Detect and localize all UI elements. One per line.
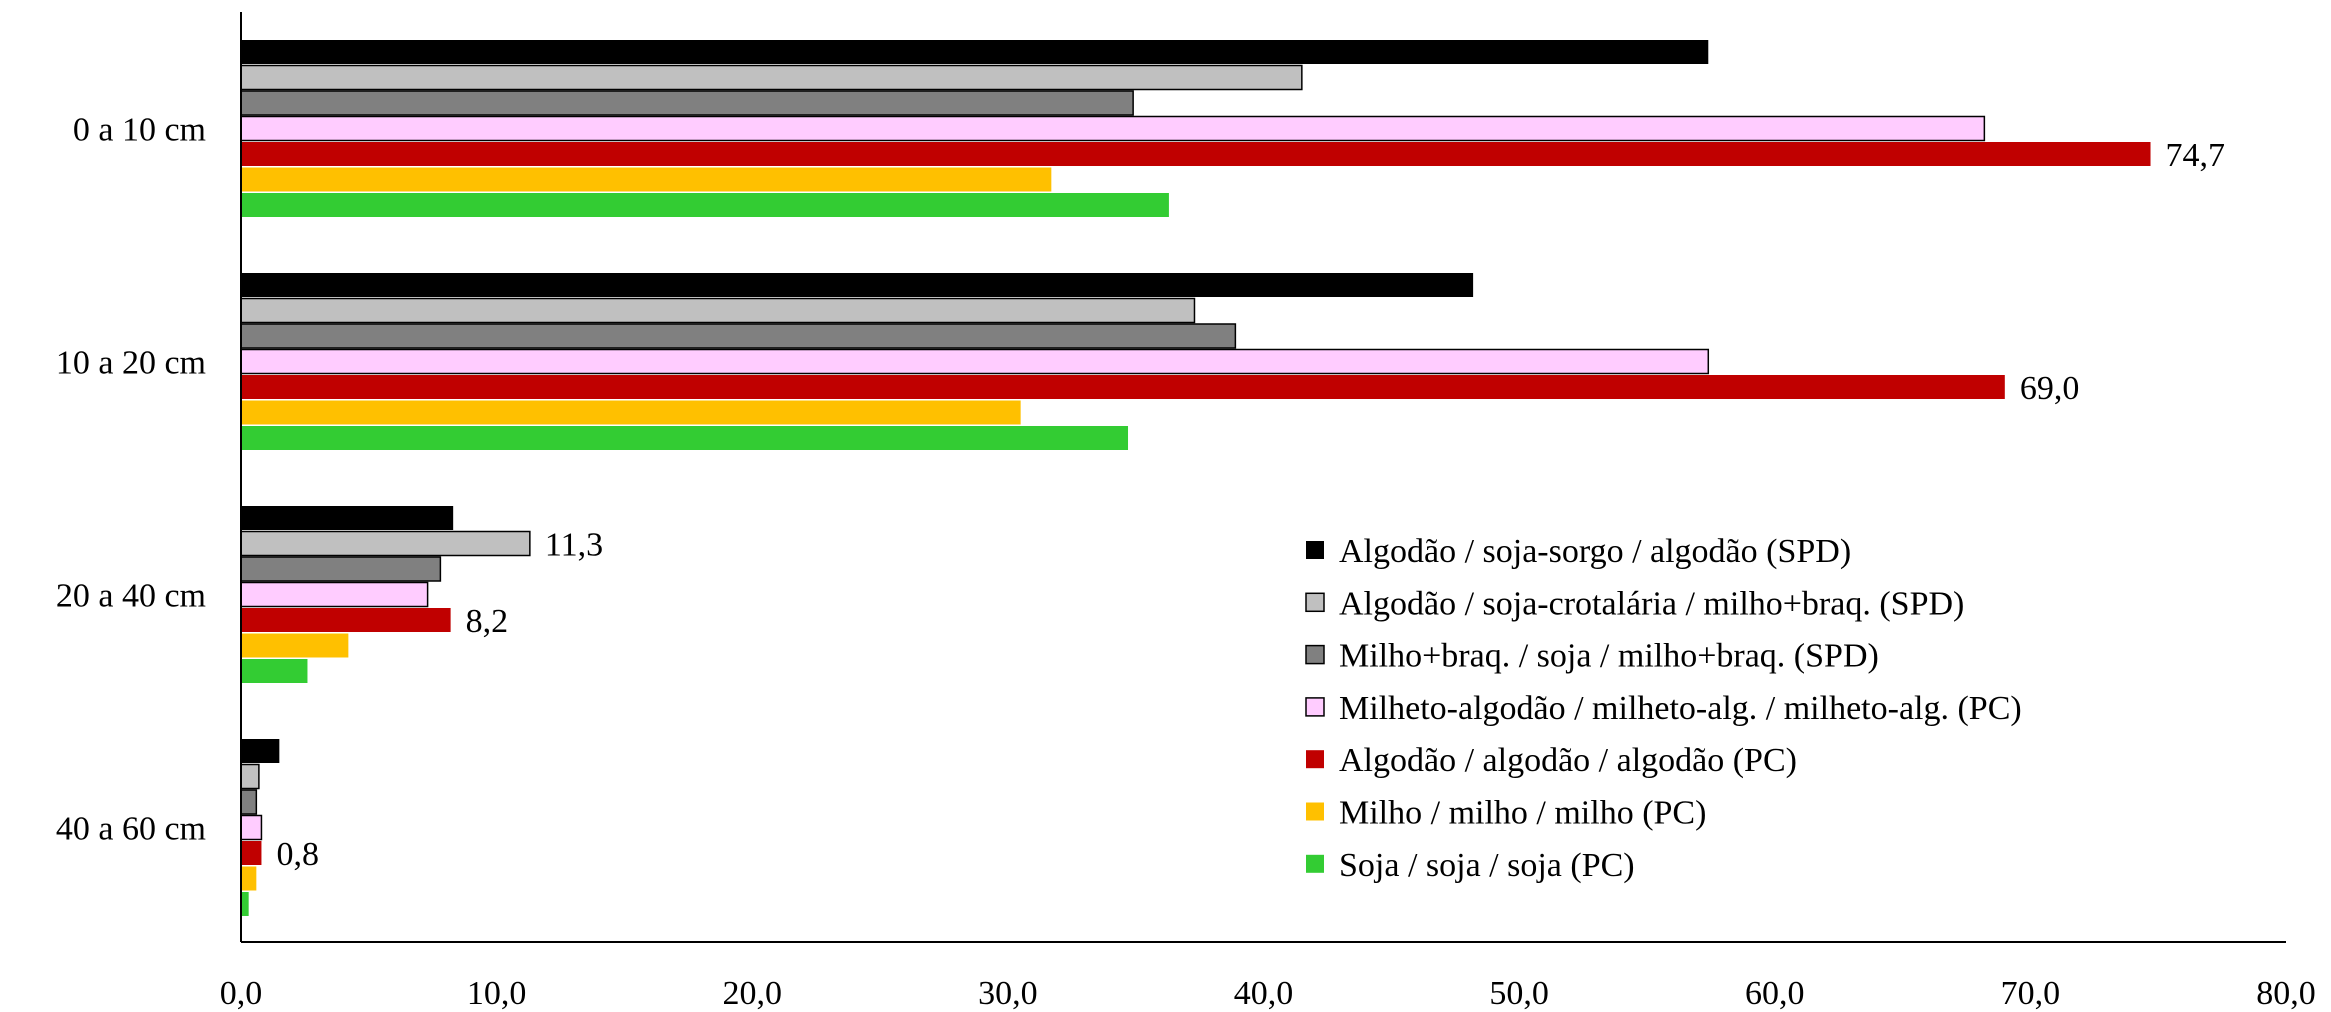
bar-20-a-40-cm-series-7	[241, 659, 308, 683]
legend-swatch-5	[1306, 750, 1324, 769]
category-label-0-a-10-cm: 0 a 10 cm	[73, 111, 206, 148]
data-label-4: 0,8	[276, 836, 319, 873]
bar-40-a-60-cm-series-3	[240, 789, 258, 815]
bar-40-a-60-cm-series-1	[241, 739, 280, 763]
bar-0-a-10-cm-series-5	[241, 142, 2151, 166]
data-label-1: 69,0	[2020, 370, 2080, 407]
category-label-40-a-60-cm: 40 a 60 cm	[56, 810, 206, 847]
legend-label-7: Soja / soja / soja (PC)	[1339, 847, 1635, 884]
bar-40-a-60-cm-series-5	[241, 841, 262, 865]
bar-10-a-20-cm-series-2	[240, 297, 1196, 324]
bar-10-a-20-cm-series-4	[240, 348, 1710, 375]
x-tick-label-7: 70,0	[2001, 975, 2061, 1012]
x-axis-ticks: 0,0 10,0 20,0 30,0 40,0 50,0 60,0 70,0 80,0	[220, 975, 2316, 1012]
x-tick-label-3: 30,0	[978, 975, 1038, 1012]
legend-label-4: Milheto-algodão / milheto-alg. / milheto…	[1339, 690, 2022, 727]
bar-10-a-20-cm-series-1	[241, 273, 1474, 297]
bar-40-a-60-cm-series-6	[241, 866, 257, 891]
bar-0-a-10-cm-series-6	[241, 167, 1052, 192]
bar-20-a-40-cm-series-1	[241, 506, 454, 530]
legend-label-6: Milho / milho / milho (PC)	[1339, 795, 1706, 832]
bar-40-a-60-cm-series-7	[241, 892, 249, 916]
legend-swatch-6	[1306, 802, 1324, 821]
x-tick-label-2: 20,0	[723, 975, 783, 1012]
bar-0-a-10-cm-series-1	[241, 40, 1709, 64]
bar-10-a-20-cm-series-5	[241, 375, 2005, 399]
x-tick-label-5: 50,0	[1489, 975, 1549, 1012]
category-label-20-a-40-cm: 20 a 40 cm	[56, 577, 206, 614]
data-label-2: 11,3	[545, 527, 603, 564]
data-label-3: 8,2	[466, 603, 509, 640]
bars-layer	[240, 40, 2151, 916]
bar-40-a-60-cm-series-4	[240, 814, 263, 841]
legend-swatch-1	[1306, 541, 1324, 559]
legend-swatch-2	[1305, 592, 1325, 613]
bar-20-a-40-cm-series-2	[240, 530, 531, 557]
legend-label-3: Milho+braq. / soja / milho+braq. (SPD)	[1339, 638, 1879, 675]
x-tick-label-4: 40,0	[1234, 975, 1294, 1012]
legend-label-5: Algodão / algodão / algodão (PC)	[1339, 742, 1797, 779]
bar-20-a-40-cm-series-3	[240, 556, 442, 582]
data-labels: 74,7 69,0 11,3 8,2 0,8	[276, 137, 2225, 873]
bar-20-a-40-cm-series-5	[241, 608, 451, 632]
category-labels: 0 a 10 cm 10 a 20 cm 20 a 40 cm 40 a 60 cm	[56, 111, 206, 847]
data-label-0: 74,7	[2166, 137, 2226, 174]
bar-0-a-10-cm-series-7	[241, 193, 1169, 217]
legend-swatch-3	[1305, 644, 1325, 665]
bar-40-a-60-cm-series-2	[240, 763, 260, 790]
legend-swatch-4	[1305, 697, 1325, 717]
x-tick-label-8: 80,0	[2256, 975, 2316, 1012]
bar-10-a-20-cm-series-7	[241, 426, 1129, 450]
bar-0-a-10-cm-series-2	[240, 64, 1303, 91]
legend: Algodão / soja-sorgo / algodão (SPD) Algo…	[1305, 533, 2022, 884]
bar-20-a-40-cm-series-4	[240, 581, 429, 608]
bar-10-a-20-cm-series-6	[241, 400, 1021, 425]
legend-label-1: Algodão / soja-sorgo / algodão (SPD)	[1339, 533, 1851, 570]
x-tick-label-1: 10,0	[467, 975, 527, 1012]
bar-0-a-10-cm-series-4	[240, 115, 1986, 142]
bar-10-a-20-cm-series-3	[240, 323, 1237, 349]
legend-label-2: Algodão / soja-crotalária / milho+braq. …	[1339, 585, 1964, 622]
legend-swatch-7	[1306, 854, 1324, 873]
category-label-10-a-20-cm: 10 a 20 cm	[56, 344, 206, 381]
bar-20-a-40-cm-series-6	[241, 633, 349, 658]
x-tick-label-0: 0,0	[220, 975, 263, 1012]
bar-0-a-10-cm-series-3	[240, 90, 1134, 116]
x-tick-label-6: 60,0	[1745, 975, 1805, 1012]
